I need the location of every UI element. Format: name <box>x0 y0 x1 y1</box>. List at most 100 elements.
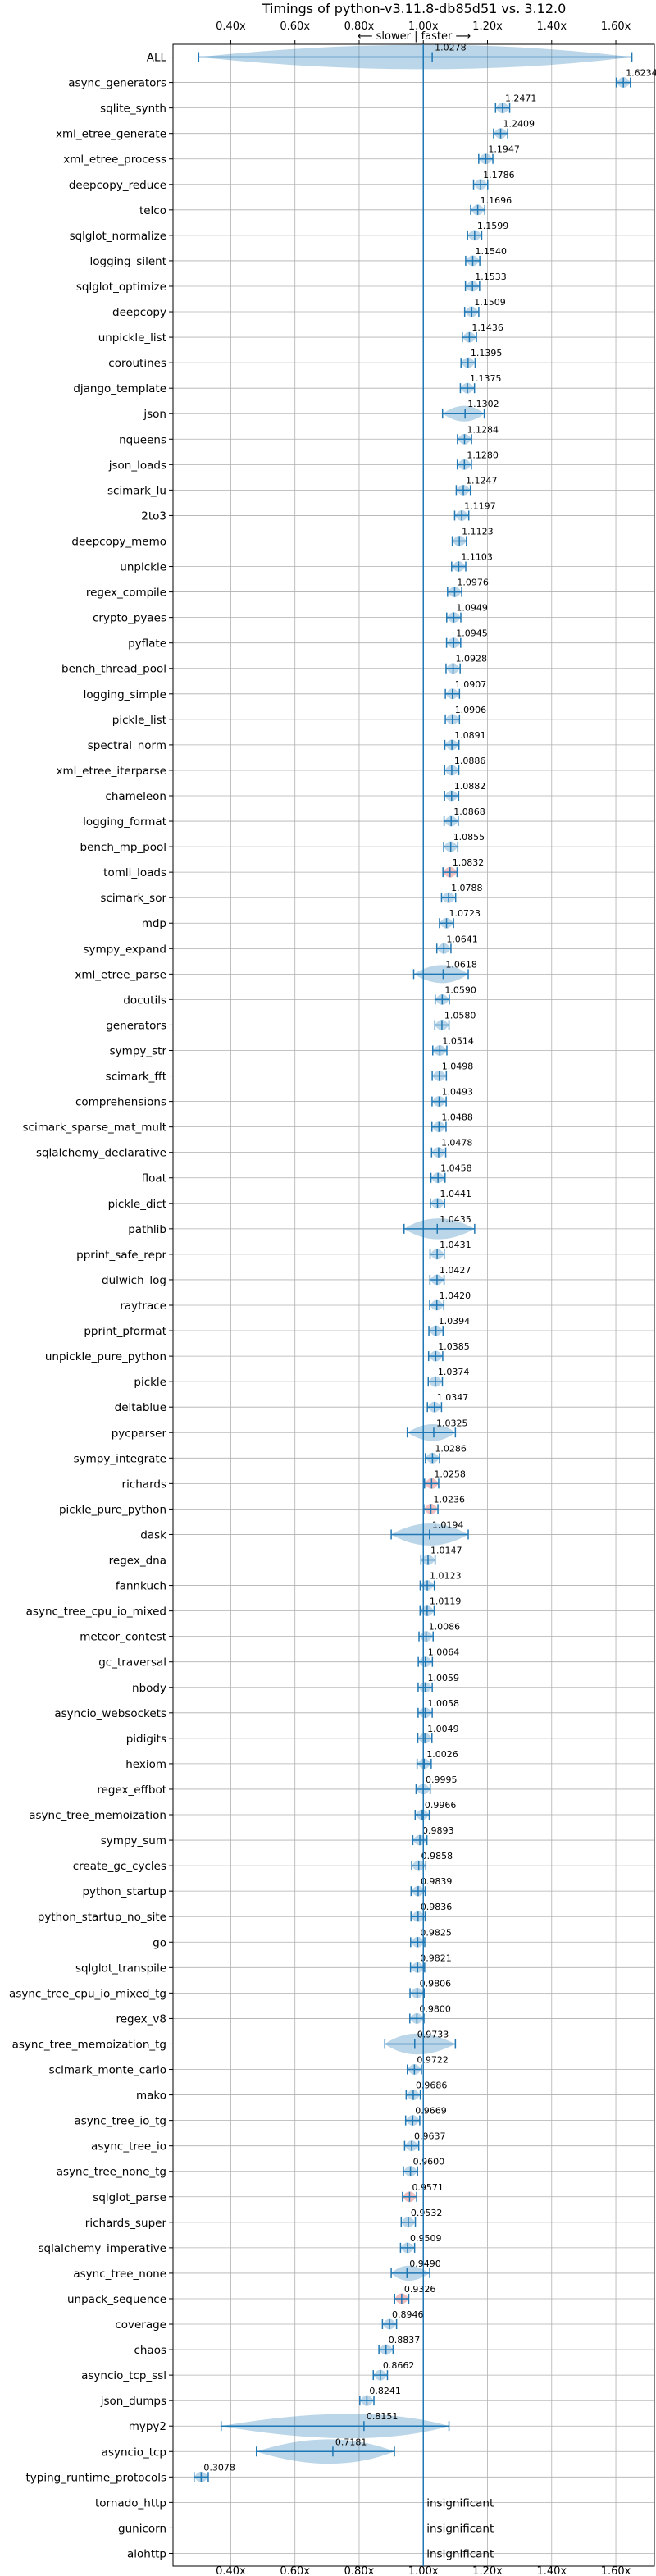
x-tick-label-bottom: 1.00x <box>408 2565 439 2576</box>
x-axis-tick-labels: 0.40x 0.40x 0.60x 0.60x 0.80x 0.80x 1.00x 1.00x… <box>216 21 631 2576</box>
value-label: 1.2471 <box>505 94 537 104</box>
value-label: 0.9825 <box>420 1927 452 1938</box>
x-tick-label-top: 1.00x <box>408 21 439 33</box>
y-tick-label: async_tree_none_tg <box>57 2166 166 2179</box>
value-label: 1.6234 <box>626 68 656 79</box>
value-label: 1.1509 <box>474 297 506 308</box>
y-tick-label: tomli_loads <box>103 866 166 879</box>
y-tick-label: crypto_pyaes <box>93 612 166 625</box>
y-tick-label: coverage <box>115 2318 166 2332</box>
y-tick-label: sqlalchemy_imperative <box>39 2242 167 2255</box>
y-tick-label: sympy_str <box>110 1044 167 1057</box>
value-label: 0.9995 <box>426 1774 458 1785</box>
value-label: 0.9806 <box>420 1978 452 1989</box>
value-label: 1.1786 <box>483 170 515 180</box>
y-tick-label: unpickle_list <box>98 331 166 345</box>
value-label: 1.0458 <box>440 1163 472 1174</box>
y-tick-label: pprint_pformat <box>84 1325 166 1338</box>
y-tick-label: regex_compile <box>86 587 166 600</box>
insignificant-label: insignificant <box>426 2522 494 2535</box>
value-label: 1.0394 <box>439 1316 471 1327</box>
y-tick-label: meteor_contest <box>80 1631 166 1644</box>
value-label: 1.0868 <box>453 806 485 817</box>
value-label: 1.0976 <box>457 578 489 588</box>
y-tick-label: ALL <box>147 52 167 65</box>
value-label: 0.9821 <box>420 1953 452 1963</box>
plot-frame <box>172 43 655 2567</box>
value-label: 1.1599 <box>477 221 509 231</box>
y-tick-label: dulwich_log <box>102 1274 166 1287</box>
value-label: 1.1395 <box>471 348 503 359</box>
value-label: 1.1197 <box>464 500 496 511</box>
y-tick-label: deepcopy <box>112 306 166 319</box>
y-tick-label: pickle <box>134 1376 166 1389</box>
y-tick-label: pycparser <box>112 1427 167 1440</box>
y-tick-label: scimark_sparse_mat_mult <box>23 1121 166 1135</box>
y-tick-label: mdp <box>142 917 166 930</box>
value-label: 1.0427 <box>440 1265 472 1276</box>
y-tick-label: comprehensions <box>75 1096 166 1109</box>
value-label: 0.8837 <box>389 2335 420 2345</box>
value-label: 1.0945 <box>456 628 488 639</box>
y-tick-label: unpickle <box>120 561 166 574</box>
value-label: 1.0147 <box>430 1546 462 1556</box>
value-label: 1.0119 <box>430 1596 462 1607</box>
y-tick-label: bench_thread_pool <box>61 663 166 676</box>
y-tick-label: tornado_http <box>95 2496 166 2510</box>
insignificant-label: insignificant <box>426 2496 494 2510</box>
value-label: 1.0385 <box>438 1341 470 1352</box>
value-label: 0.9966 <box>425 1800 457 1811</box>
y-tick-label: async_generators <box>68 77 166 90</box>
x-tick-label-bottom: 0.40x <box>216 2565 246 2576</box>
y-tick-label: async_tree_memoization_tg <box>12 2038 166 2051</box>
y-tick-label: dask <box>140 1528 166 1541</box>
value-label: 1.0855 <box>453 832 485 843</box>
y-tick-label: sqlglot_normalize <box>70 230 166 243</box>
value-label: 1.0441 <box>440 1189 472 1199</box>
y-tick-label: xml_etree_iterparse <box>57 765 167 778</box>
y-tick-label: pidigits <box>126 1733 166 1746</box>
y-tick-label: spectral_norm <box>88 739 166 752</box>
x-tick-label-bottom: 1.60x <box>601 2565 631 2576</box>
value-label: 1.0086 <box>429 1622 461 1633</box>
y-tick-label: django_template <box>73 382 166 395</box>
y-tick-label: sqlglot_optimize <box>76 281 166 294</box>
x-tick-label-top: 1.20x <box>472 21 503 33</box>
y-tick-label: async_tree_cpu_io_mixed_tg <box>9 1987 166 2000</box>
value-label: 1.0278 <box>435 43 467 53</box>
y-tick-label: go <box>153 1936 166 1949</box>
y-tick-label: deepcopy_reduce <box>69 179 166 192</box>
y-tick-label: async_tree_none <box>73 2268 166 2281</box>
value-label: 1.0374 <box>438 1367 470 1377</box>
y-tick-label: scimark_lu <box>107 484 166 497</box>
x-tick-label-top: 1.40x <box>536 21 567 33</box>
value-label: 1.0891 <box>454 730 486 741</box>
value-label: 1.0832 <box>453 857 485 868</box>
y-tick-label: sqlglot_transpile <box>75 1962 166 1975</box>
value-label: 1.0286 <box>435 1443 467 1454</box>
chart-title: Timings of python-v3.11.8-db85d51 vs. 3.… <box>262 1 567 16</box>
x-tick-label-top: 0.40x <box>216 21 246 33</box>
value-label: 1.0514 <box>442 1035 474 1046</box>
x-tick-label-top: 1.60x <box>601 21 631 33</box>
value-label: 1.0049 <box>427 1724 459 1734</box>
value-label: 0.9839 <box>421 1876 453 1887</box>
value-label: 1.0590 <box>444 984 476 995</box>
y-tick-label: float <box>142 1172 166 1185</box>
value-label: 0.9571 <box>412 2182 443 2193</box>
value-label: 1.0478 <box>441 1138 473 1149</box>
value-label: 1.0325 <box>436 1418 468 1428</box>
y-tick-label: raytrace <box>120 1299 166 1313</box>
y-tick-label: chaos <box>134 2344 166 2357</box>
value-label: 1.0949 <box>456 603 488 614</box>
direction-annotation: ⟵ slower | faster ⟶ <box>358 30 471 43</box>
value-label: 0.7181 <box>335 2437 367 2447</box>
y-tick-label: sympy_sum <box>101 1834 166 1848</box>
range-bars <box>193 52 633 2482</box>
y-tick-label: xml_etree_generate <box>56 128 166 141</box>
value-label: 1.0431 <box>440 1240 472 1250</box>
y-tick-label: nqueens <box>119 433 166 446</box>
value-label: 1.0194 <box>432 1519 464 1530</box>
x-tick-label-bottom: 0.80x <box>344 2565 375 2576</box>
y-tick-label: telco <box>139 204 166 217</box>
